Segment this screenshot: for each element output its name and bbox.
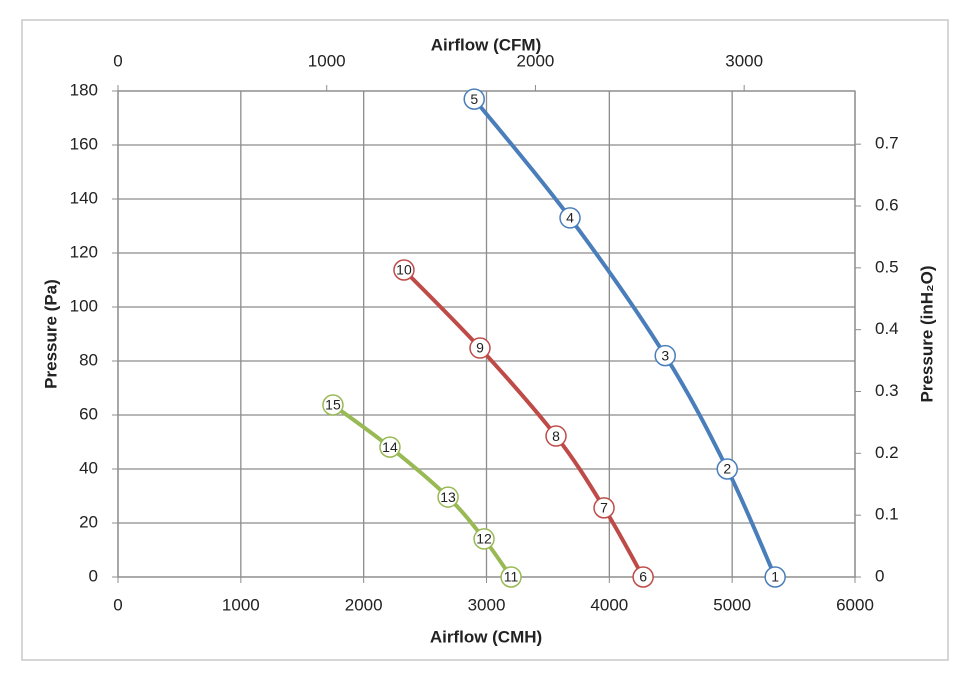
x2-tick-label: 0: [113, 51, 122, 70]
x2-tick-label: 1000: [308, 51, 346, 70]
y-tick-label: 160: [70, 134, 98, 153]
y-tick-label: 180: [70, 80, 98, 99]
x-tick-label: 6000: [836, 595, 874, 614]
point-marker: [716, 458, 739, 480]
point-marker: [379, 436, 401, 458]
point-label: 2: [723, 461, 731, 477]
point-label: 15: [325, 397, 341, 413]
x-tick-label: 5000: [713, 595, 751, 614]
y2-axis-title: Pressure (inH₂O): [917, 266, 936, 403]
plot-border: [117, 90, 856, 578]
point-label: 1: [771, 569, 779, 585]
y2-tick-label: 0.5: [875, 257, 899, 276]
x-tick-label: 0: [113, 595, 122, 614]
y-tick-label: 80: [79, 350, 98, 369]
y2-tick-label: 0.2: [875, 443, 899, 462]
point-label: 10: [396, 262, 412, 278]
y-tick-label: 60: [79, 404, 98, 423]
point-marker: [654, 344, 676, 367]
x2-axis-title: Airflow (CFM): [431, 35, 541, 54]
point-marker: [764, 566, 786, 588]
point-label: 7: [600, 500, 608, 516]
point-label: 14: [382, 439, 398, 455]
y-tick-label: 140: [70, 188, 98, 207]
y-tick-label: 20: [79, 512, 98, 531]
point-marker: [545, 425, 567, 447]
point-marker: [632, 566, 654, 588]
y2-tick-label: 0.4: [875, 319, 899, 338]
point-marker: [559, 207, 581, 229]
point-label: 11: [504, 569, 519, 585]
y-axis-title: Pressure (Pa): [41, 279, 60, 389]
point-label: 5: [470, 91, 478, 107]
y2-tick-label: 0.7: [875, 134, 899, 153]
y-tick-label: 40: [79, 458, 98, 477]
point-marker: [393, 259, 415, 281]
x-tick-label: 1000: [222, 595, 260, 614]
point-label: 9: [476, 340, 484, 356]
point-marker: [469, 337, 491, 359]
y2-tick-label: 0: [875, 566, 884, 585]
point-label: 4: [566, 210, 574, 226]
y-tick-label: 0: [89, 566, 98, 585]
point-label: 13: [440, 489, 456, 505]
point-marker: [473, 528, 495, 550]
point-marker: [322, 394, 344, 416]
point-marker: [500, 566, 522, 588]
y-tick-label: 100: [70, 296, 98, 315]
y-tick-label: 120: [70, 242, 98, 261]
point-label: 6: [639, 569, 647, 585]
x-axis-title: Airflow (CMH): [430, 627, 542, 646]
point-label: 3: [661, 347, 669, 363]
y2-tick-label: 0.1: [875, 505, 899, 524]
x-tick-label: 4000: [590, 595, 628, 614]
point-marker: [593, 497, 615, 519]
point-marker: [463, 88, 485, 110]
x2-tick-label: 2000: [517, 51, 555, 70]
y2-tick-label: 0.3: [875, 381, 899, 400]
x-tick-label: 2000: [345, 595, 383, 614]
point-label: 12: [476, 531, 492, 547]
x-tick-label: 3000: [468, 595, 506, 614]
point-label: 8: [552, 428, 560, 444]
point-marker: [437, 486, 459, 508]
x2-tick-label: 3000: [725, 51, 763, 70]
y2-tick-label: 0.6: [875, 195, 899, 214]
